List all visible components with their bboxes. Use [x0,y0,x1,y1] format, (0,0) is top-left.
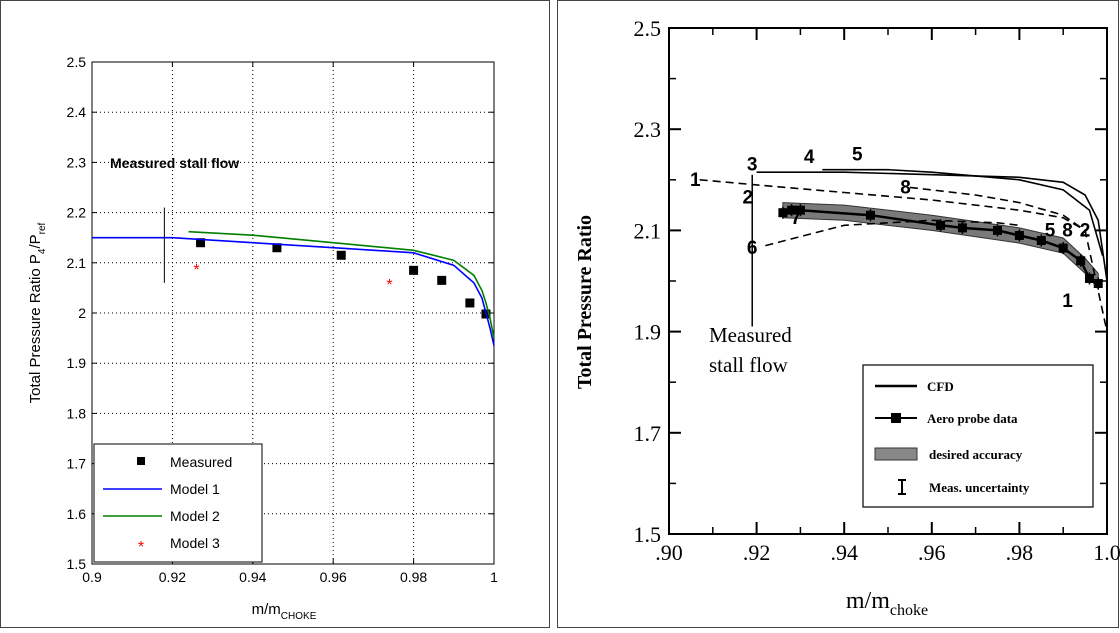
legend-aero-label: Aero probe data [927,411,1018,426]
right-x-tick-label: .96 [918,540,946,565]
legend-measured-label: Measured [170,454,232,470]
right-curve-label: 2 [1080,220,1091,241]
right-curve-label: 8 [900,177,911,198]
left-y-tick-label: 2.5 [67,54,87,70]
left-y-tick-label: 1.5 [67,556,87,572]
right-curve-label: 1 [690,170,701,191]
legend-model3-label: Model 3 [170,535,220,551]
left-measured-point [409,266,418,275]
right-y-tick-label: 1.9 [634,320,662,345]
legend-aero-marker [891,413,901,423]
left-x-tick-label: 1 [490,569,498,585]
legend-cfd-label: CFD [927,379,954,394]
left-measured-point [437,276,446,285]
right-y-tick-label: 2.5 [634,16,662,41]
right-y-tick-label: 1.7 [634,421,662,446]
legend-measured-marker [137,457,145,465]
right-curve-label: 4 [804,147,815,168]
right-x-tick-label: .94 [830,540,858,565]
left-x-tick-label: 0.98 [400,569,427,585]
right-curve-label: 8 [1062,220,1073,241]
right-curve-label: 5 [852,145,863,166]
left-measured-point [337,251,346,260]
right-curve-label: 1 [1062,291,1073,312]
left-y-tick-label: 1.8 [67,405,87,421]
right-stall-label-line1: Measured [709,323,792,347]
right-y-tick-label: 1.5 [634,522,662,547]
right-x-tick-label: .92 [743,540,771,565]
legend-model3-marker: * [138,539,144,556]
left-legend: Measured Model 1 Model 2 * Model 3 [94,444,262,562]
left-y-tick-label: 1.7 [67,456,87,472]
legend-accuracy-label: desired accuracy [929,447,1023,462]
left-y-tick-label: 1.6 [67,506,87,522]
legend-uncertainty-label: Meas. uncertainty [929,480,1030,495]
legend-model1-label: Model 1 [170,481,220,497]
right-y-tick-label: 2.1 [634,218,662,243]
left-y-tick-label: 1.9 [67,355,87,371]
left-x-tick-label: 0.94 [239,569,266,585]
right-curve-label: 3 [747,155,758,176]
left-x-tick-label: 0.96 [320,569,347,585]
right-x-tick-label: .98 [1006,540,1034,565]
legend-accuracy-swatch [875,448,917,460]
left-model3-point: * [386,277,392,294]
left-y-tick-label: 2 [78,305,86,321]
left-y-tick-label: 2.4 [67,104,87,120]
right-legend: CFD Aero probe data desired accuracy Mea… [863,365,1093,507]
right-curve-label: 7 [791,208,802,229]
right-y-axis-label: Total Pressure Ratio [574,215,596,389]
left-measured-point [465,298,474,307]
left-stall-flow-label: Measured stall flow [110,155,239,171]
left-y-tick-label: 2.3 [67,154,87,170]
right-curve-label: 5 [1045,220,1056,241]
right-y-tick-label: 2.3 [634,117,662,142]
legend-model2-label: Model 2 [170,508,220,524]
right-stall-label-line2: stall flow [709,353,789,377]
left-y-tick-label: 2.2 [67,205,87,221]
left-y-tick-label: 2.1 [67,255,87,271]
left-model3-point: * [193,262,199,279]
right-x-tick-label: 1.0 [1093,540,1120,565]
left-x-tick-label: 0.92 [159,569,186,585]
